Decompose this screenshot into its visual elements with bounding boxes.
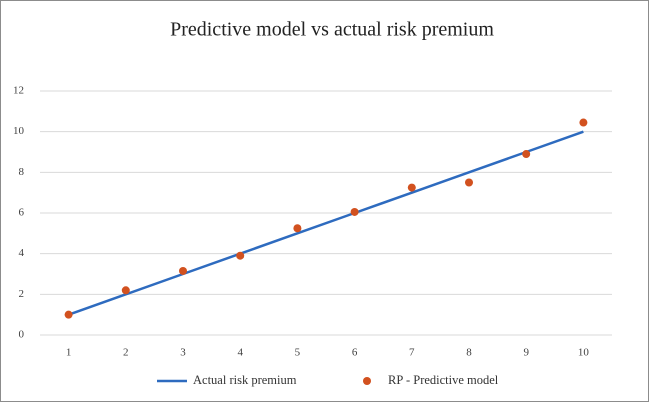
y-tick-label: 2 (19, 288, 25, 300)
scatter-point (64, 310, 73, 319)
y-tick-label: 10 (13, 125, 25, 137)
scatter-point (121, 286, 130, 295)
scatter-point (179, 266, 187, 275)
scatter-point (293, 224, 302, 233)
y-tick-label: 8 (19, 166, 25, 178)
legend-label: Actual risk premium (193, 373, 297, 387)
scatter-point (236, 251, 245, 260)
x-tick-label: 4 (237, 347, 243, 359)
x-tick-label: 9 (523, 347, 529, 359)
chart-title: Predictive model vs actual risk premium (170, 19, 494, 41)
x-tick-label: 6 (352, 347, 358, 359)
x-tick-label: 3 (180, 347, 186, 359)
x-tick-label: 5 (295, 347, 301, 359)
x-tick-label: 2 (123, 347, 129, 359)
line-series (68, 130, 584, 316)
scatter-point (407, 183, 416, 192)
scatter-point (350, 207, 359, 216)
y-tick-label: 4 (19, 247, 25, 259)
y-tick-label: 6 (19, 207, 25, 219)
legend-swatch (363, 377, 371, 385)
legend-label: RP - Predictive model (388, 373, 499, 387)
x-tick-label: 7 (409, 347, 415, 359)
y-tick-label: 0 (19, 329, 25, 341)
scatter-point (465, 178, 473, 187)
x-tick-label: 10 (578, 347, 590, 359)
scatter-point (579, 118, 588, 127)
x-tick-label: 8 (466, 347, 472, 359)
y-tick-label: 12 (13, 85, 24, 97)
scatter-point (522, 150, 531, 159)
x-tick-label: 1 (66, 347, 72, 359)
